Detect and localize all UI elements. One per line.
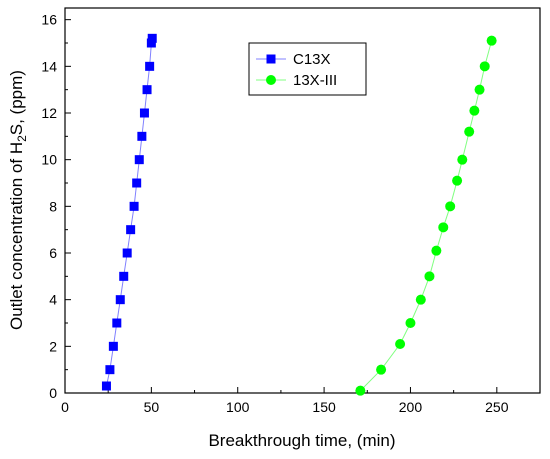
data-point [122, 248, 132, 258]
data-point [108, 341, 118, 351]
y-tick-label: 16 [41, 12, 57, 28]
data-point [132, 178, 142, 188]
data-point [146, 38, 156, 48]
data-point [457, 154, 468, 165]
y-tick-label: 8 [49, 198, 57, 214]
data-point [129, 201, 139, 211]
y-axis-title-part-1: Outlet concentration of H [7, 142, 26, 330]
data-point [464, 126, 475, 137]
x-tick-label: 150 [312, 399, 336, 415]
y-tick-label: 6 [49, 245, 57, 261]
data-point [438, 222, 449, 233]
data-point [139, 108, 149, 118]
y-tick-label: 10 [41, 152, 57, 168]
legend-label-13x-iii: 13X-III [293, 72, 337, 89]
data-point [479, 61, 490, 72]
axis-ticks: 0 50 100 150 200 250 0 2 4 6 8 10 12 14 16 [41, 12, 508, 415]
data-point [101, 381, 111, 391]
data-point [395, 339, 406, 349]
y-tick-label: 14 [41, 58, 57, 74]
y-axis-title: Outlet concentration of H2S, (ppm) [7, 70, 29, 330]
data-point [126, 225, 136, 235]
x-tick-label: 250 [485, 399, 509, 415]
data-point [119, 271, 129, 281]
y-axis-title-part-2: S, (ppm) [7, 70, 26, 135]
series-line [360, 40, 493, 392]
data-point [469, 105, 480, 116]
data-point [134, 155, 144, 165]
data-point [415, 294, 426, 305]
data-point [445, 201, 456, 212]
data-point [137, 131, 147, 141]
data-point [424, 271, 435, 282]
y-tick-label: 0 [49, 385, 57, 401]
data-point [115, 295, 125, 305]
data-point [474, 84, 485, 95]
data-point [145, 61, 155, 71]
x-tick-label: 0 [61, 399, 69, 415]
x-tick-label: 100 [226, 399, 250, 415]
legend-marker-13x-iii [266, 75, 276, 85]
legend-marker-c13x [266, 54, 276, 64]
y-axis-title-subscript: 2 [15, 135, 29, 142]
data-point [452, 175, 463, 186]
data-point [431, 245, 442, 256]
series-1 [355, 35, 497, 396]
data-point [486, 35, 497, 46]
y-tick-label: 12 [41, 105, 57, 121]
data-point [376, 364, 387, 375]
series-layer [101, 33, 497, 396]
legend-label-c13x: C13X [293, 51, 331, 68]
x-tick-label: 200 [399, 399, 423, 415]
series-0 [101, 33, 157, 391]
data-point [142, 85, 152, 95]
y-tick-label: 4 [49, 292, 57, 308]
legend-box [248, 42, 367, 96]
x-tick-label: 50 [144, 399, 160, 415]
y-tick-label: 2 [49, 338, 57, 354]
legend: C13X 13X-III [248, 42, 367, 96]
plot-frame [64, 7, 541, 394]
data-point [147, 33, 157, 43]
x-axis-title: Breakthrough time, (min) [208, 431, 395, 450]
data-point [105, 365, 115, 375]
data-point [355, 385, 366, 396]
data-point [112, 318, 122, 328]
data-point [405, 318, 416, 328]
